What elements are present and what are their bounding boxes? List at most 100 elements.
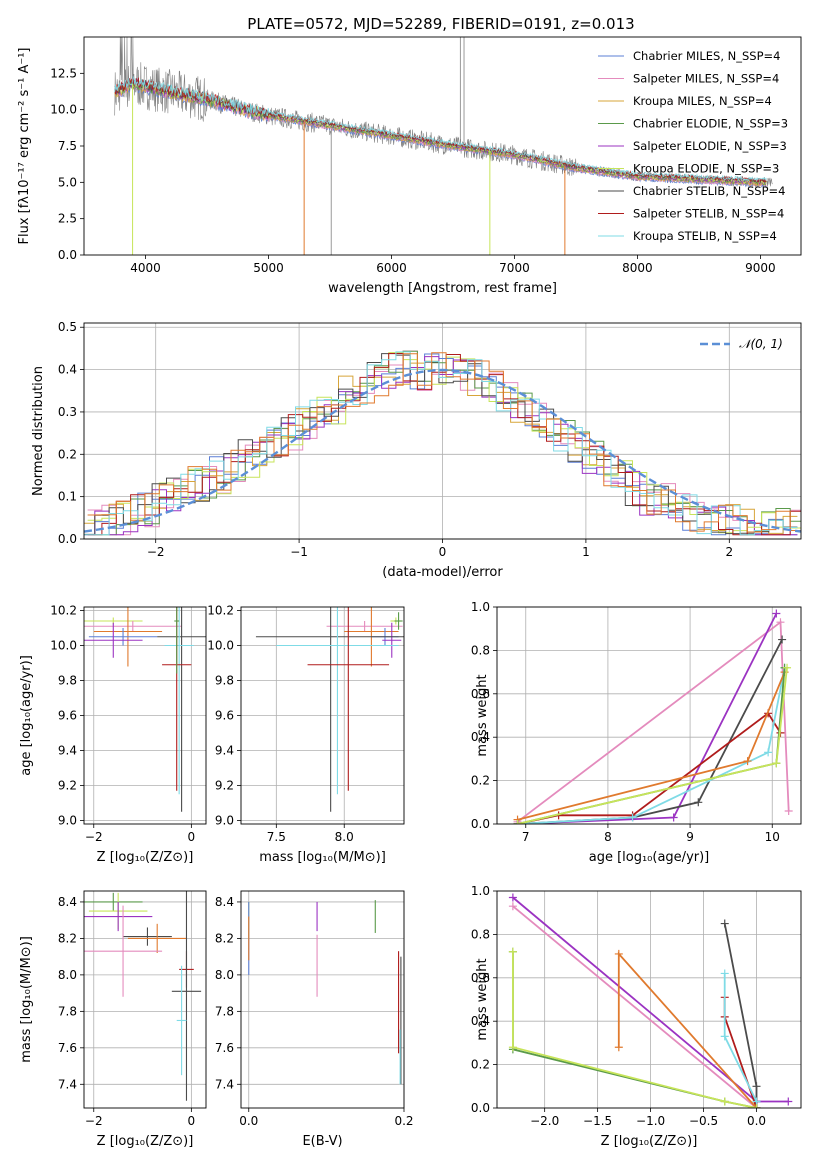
y-tick-label: 9.6 xyxy=(58,709,77,723)
x-axis-label: mass [log₁₀(M/M⊙)] xyxy=(259,850,386,865)
y-tick-label: 10.0 xyxy=(50,103,77,117)
y-tick-label: 7.5 xyxy=(58,139,77,153)
y-tick-label: 0.2 xyxy=(471,774,490,788)
x-tick-label: 0.0 xyxy=(239,1114,258,1128)
x-tick-label: 5000 xyxy=(253,261,284,275)
x-tick-label: −1 xyxy=(290,545,308,559)
plot-area xyxy=(248,900,402,1085)
x-tick-label: 8 xyxy=(604,830,612,844)
y-tick-label: 9.8 xyxy=(215,674,234,688)
x-tick-label: −2.0 xyxy=(530,1114,559,1128)
y-tick-label: 10.0 xyxy=(207,639,234,653)
y-tick-label: 9.8 xyxy=(58,674,77,688)
weight-line-kroupa-elodie xyxy=(512,951,757,1108)
age-vs-z-panel: −2 0 9.0 9.2 9.4 9.6 9.8 10.0 10.2 Z [log₁₀(Z/Z⊙)… xyxy=(19,604,207,865)
point-marker xyxy=(508,902,517,911)
y-tick-label: 10.0 xyxy=(50,639,77,653)
x-tick-label: 7000 xyxy=(499,261,530,275)
y-tick-label: 9.0 xyxy=(58,814,77,828)
point-marker xyxy=(776,618,785,627)
x-tick-label: 0 xyxy=(188,1114,196,1128)
y-tick-label: 9.2 xyxy=(215,779,234,793)
y-tick-label: 0.4 xyxy=(58,363,77,377)
y-axis-label: age [log₁₀(age/yr)] xyxy=(19,655,34,776)
y-tick-label: 7.4 xyxy=(58,1077,77,1091)
point-marker xyxy=(508,947,517,956)
y-tick-label: 7.6 xyxy=(215,1041,234,1055)
y-tick-label: 9.4 xyxy=(215,744,234,758)
legend-label: Chabrier MILES, N_SSP=4 xyxy=(633,49,780,63)
y-axis-label: mass weight xyxy=(475,958,490,1040)
point-marker xyxy=(720,919,729,928)
gaussian-curve xyxy=(84,368,801,533)
point-marker xyxy=(778,635,787,644)
model-spectrum-kroupa-stelib xyxy=(114,75,767,182)
y-tick-label: 0.2 xyxy=(58,447,77,461)
y-tick-label: 0.3 xyxy=(58,405,77,419)
x-tick-label: −2 xyxy=(147,545,165,559)
point-marker xyxy=(508,893,517,902)
legend-label: Salpeter STELIB, N_SSP=4 xyxy=(633,207,784,221)
axes-frame xyxy=(83,36,802,256)
axes-frame xyxy=(496,890,802,1109)
y-tick-label: 0.4 xyxy=(471,1014,490,1028)
mass-vs-z-panel: −2 0 7.4 7.6 7.8 8.0 8.2 8.4 Z [log₁₀(Z/Z⊙)] mass… xyxy=(19,890,207,1149)
x-tick-label: 9 xyxy=(686,830,694,844)
y-tick-label: 10.2 xyxy=(50,604,77,618)
y-tick-label: 8.4 xyxy=(215,895,234,909)
y-tick-label: 9.6 xyxy=(215,709,234,723)
x-axis-label: wavelength [Angstrom, rest frame] xyxy=(328,281,557,296)
y-axis-label: mass [log₁₀(M/M⊙)] xyxy=(19,936,34,1063)
residuals-panel: −2 −1 0 1 2 0.0 0.1 0.2 0.3 0.4 0.5 (data-model)/er… xyxy=(31,320,802,580)
plot-area xyxy=(508,893,793,1108)
y-tick-label: 0.6 xyxy=(471,687,490,701)
y-tick-label: 9.0 xyxy=(215,814,234,828)
figure-title: PLATE=0572, MJD=52289, FIBERID=0191, z=0… xyxy=(247,15,634,33)
y-tick-label: 8.4 xyxy=(58,895,77,909)
x-tick-label: 0.2 xyxy=(394,1114,413,1128)
point-marker xyxy=(752,1104,761,1108)
x-axis-label: Z [log₁₀(Z/Z⊙)] xyxy=(601,1134,698,1149)
y-tick-label: 7.4 xyxy=(215,1077,234,1091)
x-tick-label: 4000 xyxy=(130,261,161,275)
y-tick-label: 9.2 xyxy=(58,779,77,793)
weight-line-salpeter-miles xyxy=(512,905,758,1108)
y-tick-label: 1.0 xyxy=(471,884,490,898)
legend-label: Salpeter MILES, N_SSP=4 xyxy=(633,72,779,86)
x-tick-label: 0 xyxy=(188,830,196,844)
plot-area xyxy=(513,609,793,824)
mass-vs-ebv-panel: 0.0 0.2 7.4 7.6 7.8 8.0 8.2 8.4 E(B-V) xyxy=(215,890,414,1149)
x-axis-label: Z [log₁₀(Z/Z⊙)] xyxy=(97,850,194,865)
x-axis-label: E(B-V) xyxy=(302,1134,342,1149)
x-tick-label: −2 xyxy=(85,1114,103,1128)
axes-frame xyxy=(240,890,405,1109)
weight-line-kroupa-stelib xyxy=(517,667,786,824)
x-tick-label: −1.0 xyxy=(636,1114,665,1128)
plot-area xyxy=(255,607,404,812)
y-tick-label: 0.0 xyxy=(58,248,77,262)
legend-label: 𝒩(0, 1) xyxy=(739,337,783,351)
legend-label: Kroupa ELODIE, N_SSP=3 xyxy=(633,162,779,176)
weight-line-chabrier-elodie xyxy=(512,951,757,1108)
axes-frame xyxy=(240,606,405,825)
y-tick-label: 0.0 xyxy=(471,817,490,831)
x-axis-label: (data-model)/error xyxy=(382,565,503,580)
x-tick-label: 7.5 xyxy=(267,830,286,844)
x-tick-label: 0 xyxy=(439,545,447,559)
x-axis-label: Z [log₁₀(Z/Z⊙)] xyxy=(97,1134,194,1149)
axes-frame xyxy=(83,322,802,540)
point-marker xyxy=(614,1043,623,1052)
y-axis-label: mass weight xyxy=(475,674,490,756)
x-tick-label: 7 xyxy=(522,830,530,844)
x-tick-label: 2 xyxy=(725,545,733,559)
weight-vs-z-panel: −2.0 −1.5 −1.0 −0.5 0.0 0.0 0.2 0.4 0.6 0.8 1.0 Z [… xyxy=(471,884,802,1149)
x-tick-label: 8.0 xyxy=(335,830,354,844)
legend-label: Chabrier STELIB, N_SSP=4 xyxy=(633,184,785,198)
x-tick-label: 1 xyxy=(582,545,590,559)
histogram-kroupa-stelib xyxy=(84,351,798,536)
x-tick-label: −0.5 xyxy=(689,1114,718,1128)
point-marker xyxy=(720,1032,729,1041)
point-marker xyxy=(513,820,522,824)
x-tick-label: 6000 xyxy=(376,261,407,275)
